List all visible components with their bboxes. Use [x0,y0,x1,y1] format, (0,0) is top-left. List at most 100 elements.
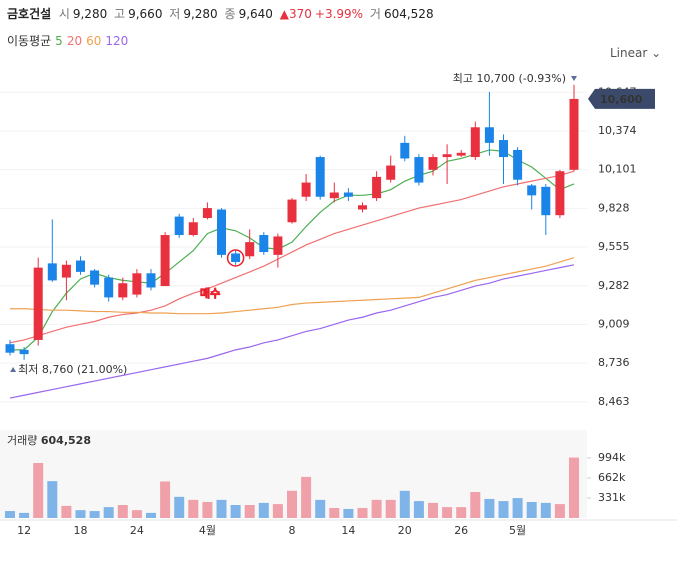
quote-label: 시 [58,7,70,21]
volume-bar [174,496,185,518]
candle-body [343,192,353,197]
volume-bar [258,502,269,518]
volume-bar [498,501,509,518]
change: ▲370 [279,7,312,21]
candle-body [273,236,283,255]
volume-bar [131,510,142,518]
candle-body [470,127,480,158]
y-tick-label: 994k [598,451,626,464]
candle-body [484,127,494,143]
candle-body [104,277,114,298]
legend-entry: 20 [66,34,83,48]
volume-bar [456,507,467,518]
legend-entry: 5 [55,34,63,48]
change-rate: +3.99% [314,7,364,21]
quote-header: 금호건설 시 9,280 고 9,660 저 9,280 종 9,640 ▲370 +3.… [7,5,437,22]
candle-body [428,157,438,170]
quote-value: 9,280 [72,7,108,21]
volume-bar [343,508,354,518]
volume-bar [103,507,114,518]
candle-body [174,216,184,236]
ma-line [10,149,575,351]
volume-label: 거 [369,7,381,21]
quote-label: 종 [224,7,236,21]
candle-body [217,209,226,255]
candle-body [33,267,43,340]
x-tick-label: 12 [17,524,31,537]
volume-bar [484,498,495,518]
candle-body [555,171,565,216]
y-tick-label: 8,736 [598,356,630,369]
candle-body [569,98,579,170]
candle-body [160,235,170,287]
candle-body [527,185,537,196]
volume-bar [301,476,312,518]
legend-title: 이동평균 [7,34,52,48]
volume-bar [385,499,396,518]
volume-bar [216,499,227,518]
volume-value: 604,528 [383,7,434,21]
volume-bar [5,511,15,518]
quote-label: 고 [114,7,126,21]
candle-body [329,192,339,199]
candle-body [541,186,551,216]
candle-body [414,157,424,183]
candle-body [301,182,311,197]
candle-body [499,140,508,158]
volume-bar [315,499,326,518]
volume-bar [287,490,297,518]
candle-body [47,263,57,281]
volume-bar [399,490,410,518]
volume-bar [442,507,453,518]
volume-bar [19,512,30,518]
min-arrow [10,367,17,372]
max-label: 최고 10,700 (-0.93%) [453,72,566,85]
volume-bar [89,511,100,518]
volume-bar [526,501,537,518]
candle-body [19,349,29,355]
legend-entry: 60 [86,34,102,48]
candle-body [76,260,85,272]
scale-label[interactable]: Linear [610,46,648,60]
candle-body [442,154,452,158]
volume-bar [188,499,199,518]
volume-bar [272,504,283,518]
quote-value: 9,640 [238,7,273,21]
x-tick-label: 18 [74,524,88,537]
x-tick-label: 8 [289,524,296,537]
x-tick-label: 20 [398,524,412,537]
candle-body [315,157,325,197]
x-tick-label: 5월 [509,524,526,537]
volume-title-value: 604,528 [41,434,91,447]
x-tick-label: 14 [341,524,355,537]
candle-body [245,242,255,257]
annotation: 매수 [200,287,220,300]
max-arrow [571,76,577,81]
volume-bar [33,463,44,518]
y-tick-label: 9,009 [598,317,630,330]
volume-bar [512,498,523,518]
volume-title: 거래량 604,528 [7,434,91,447]
candle-body [202,208,212,219]
volume-bar [413,501,424,518]
volume-bar [47,481,58,518]
candle-body [386,165,396,180]
candle-body [61,264,71,278]
volume-bar [146,512,156,518]
ma-legend: 이동평균 5 20 60 120 [7,32,132,49]
legend-entry: 120 [105,34,129,48]
x-tick-label: 4월 [199,524,216,537]
quote-label: 저 [169,7,181,21]
candle-body [118,283,128,298]
volume-bar [569,457,579,518]
candle-body [132,273,142,295]
volume-bar [554,504,565,518]
scale-select[interactable]: Linear ⌄ [610,46,662,60]
volume-bar [428,502,438,518]
candle-body [90,270,100,285]
volume-bar [329,508,340,518]
candle-body [400,142,410,159]
volume-bar [357,508,368,518]
candle-body [358,205,367,210]
